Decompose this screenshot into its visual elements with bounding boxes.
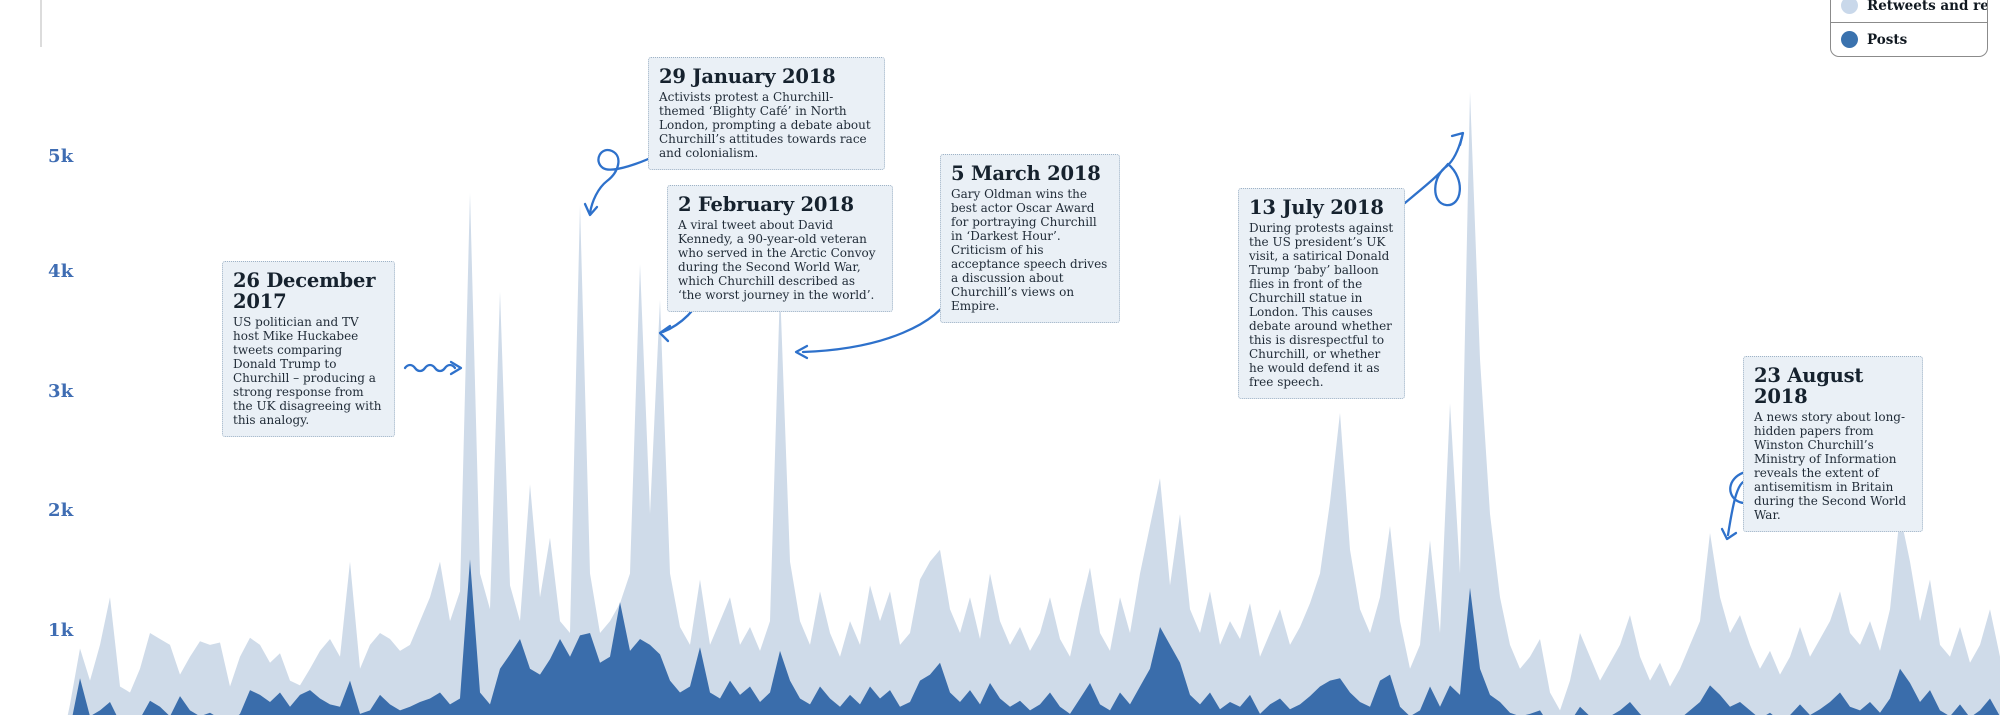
retweets-swatch-icon (1841, 0, 1858, 14)
annotation-date: 5 March 2018 (951, 162, 1101, 185)
annotation-26-december-2017: 26 December 2017 US politician and TV ho… (222, 261, 395, 438)
annotation-date: 26 December 2017 (233, 269, 376, 314)
annotation-text: A viral tweet about David Kennedy, a 90-… (678, 218, 876, 303)
legend-label: Retweets and replies (1867, 0, 1988, 14)
y-axis-line (40, 0, 42, 47)
annotation-arrow-29-january (583, 148, 661, 217)
annotation-arrow-13-july (1390, 131, 1465, 216)
y-axis-tick-4k: 4k (48, 261, 74, 282)
y-axis-tick-1k: 1k (48, 620, 74, 641)
annotation-5-march-2018: 5 March 2018 Gary Oldman wins the best a… (940, 154, 1120, 324)
legend: Retweets and replies Posts (1830, 0, 1988, 57)
y-axis-tick-2k: 2k (48, 500, 74, 521)
y-axis-tick-3k: 3k (48, 381, 74, 402)
annotation-text: A news story about long-hidden papers fr… (1754, 410, 1907, 523)
legend-item-posts: Posts (1831, 22, 1987, 56)
annotation-text: Activists protest a Churchill-themed ‘Bl… (659, 90, 871, 161)
annotation-date: 29 January 2018 (659, 65, 836, 88)
annotation-2-february-2018: 2 February 2018 A viral tweet about Davi… (667, 185, 893, 313)
annotation-13-july-2018: 13 July 2018 During protests against the… (1238, 188, 1405, 400)
annotation-date: 2 February 2018 (678, 193, 854, 216)
legend-label: Posts (1867, 31, 1908, 48)
legend-item-retweets: Retweets and replies (1831, 0, 1987, 22)
retweets-area-series (67, 91, 2000, 715)
posts-swatch-icon (1841, 31, 1858, 48)
annotation-date: 13 July 2018 (1249, 196, 1384, 219)
annotation-arrow-26-december (403, 360, 463, 376)
annotation-text: US politician and TV host Mike Huckabee … (233, 315, 382, 428)
annotation-text: Gary Oldman wins the best actor Oscar Aw… (951, 187, 1108, 314)
annotation-date: 23 August 2018 (1754, 364, 1864, 409)
annotation-text: During protests against the US president… (1249, 221, 1394, 390)
y-axis-tick-5k: 5k (48, 146, 74, 167)
annotation-23-august-2018: 23 August 2018 A news story about long-h… (1743, 356, 1923, 533)
posts-area-series (72, 559, 2000, 715)
annotation-29-january-2018: 29 January 2018 Activists protest a Chur… (648, 57, 885, 171)
